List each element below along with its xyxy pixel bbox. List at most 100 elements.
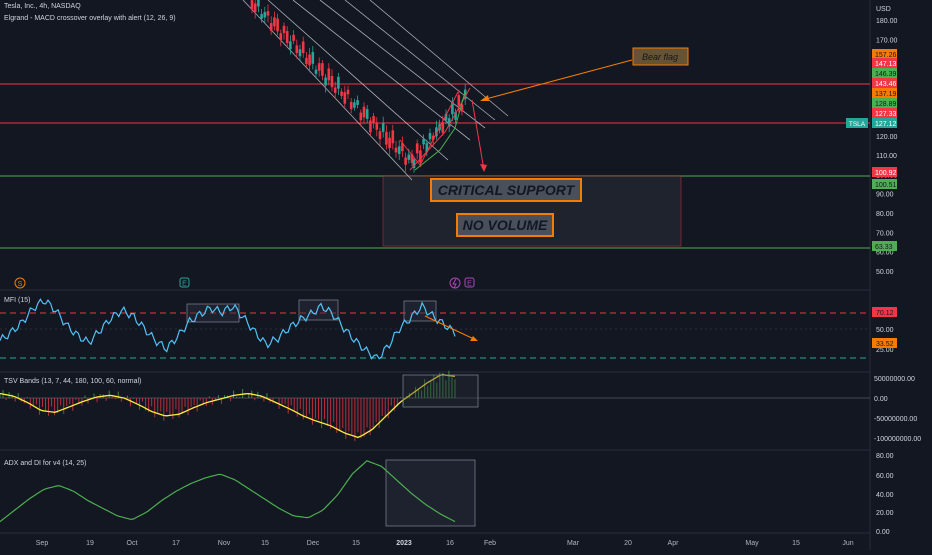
candle-body (301, 41, 305, 54)
svg-text:E: E (182, 281, 187, 288)
adx-axis-tick: 0.00 (876, 529, 890, 536)
tsv-highlight-box[interactable] (402, 374, 479, 408)
event-marker-earnings[interactable]: E (464, 277, 475, 288)
candle-body (378, 131, 382, 140)
candle-body (333, 87, 337, 93)
candle-body (266, 11, 270, 16)
mfi-title[interactable]: MFI (15) (4, 297, 30, 304)
price-badge (872, 98, 897, 108)
mfi-peak-box[interactable] (403, 300, 437, 322)
price-badge-label: 137.19 (875, 91, 897, 98)
mfi-divergence-arrow-head (470, 336, 478, 341)
candle-body (311, 52, 315, 64)
down-projection-arrow (471, 99, 485, 171)
event-marker-split[interactable] (449, 277, 461, 289)
candle-body (381, 123, 385, 132)
tsv-axis-tick: 50000000.00 (874, 376, 915, 383)
no-volume-label-box[interactable] (456, 213, 554, 237)
candle-body (435, 127, 438, 137)
candle-body (419, 150, 422, 163)
price-badge (872, 68, 897, 78)
indicator-title[interactable]: Elgrand - MACD crossover overlay with al… (4, 15, 176, 22)
time-axis-tick: 19 (86, 540, 94, 547)
adx-axis-tick: 40.00 (876, 492, 894, 499)
time-axis[interactable]: Sep 19 Oct 17 Nov 15 Dec 15 2023 16 Feb Mar 20 Apr May… (36, 540, 854, 547)
candle-body (349, 101, 353, 110)
price-axis-tick: 80.00 (876, 211, 894, 218)
adx-axis-tick: 20.00 (876, 510, 894, 517)
event-marker-earnings[interactable]: E (179, 277, 190, 288)
mfi-badge-label: 33.52 (876, 341, 894, 348)
candle-body (385, 131, 388, 145)
symbol-title[interactable]: Tesla, Inc., 4h, NASDAQ (4, 3, 81, 10)
svg-text:E: E (467, 281, 472, 288)
candle-body (425, 143, 429, 153)
price-axis-tick: 110.00 (876, 153, 897, 160)
price-axis-tick: 170.00 (876, 37, 898, 44)
time-axis-tick: 15 (352, 540, 360, 547)
adx-title[interactable]: ADX and DI for v4 (14, 25) (4, 460, 86, 467)
price-badge-label: 128.89 (875, 101, 897, 108)
candle-body (321, 63, 324, 76)
critical-support-label-box[interactable] (430, 178, 582, 202)
time-axis-tick: 20 (624, 540, 632, 547)
price-badge-label: 146.39 (875, 71, 897, 78)
price-badge (872, 49, 897, 59)
flag-green-line (414, 91, 466, 171)
candle-body (353, 102, 356, 108)
candle-body (410, 154, 414, 163)
candle-body (289, 41, 292, 49)
adx-line[interactable] (0, 460, 456, 523)
candle-body (343, 92, 347, 104)
price-badge (872, 108, 897, 118)
time-axis-tick: 15 (261, 540, 269, 547)
candle-body (253, 3, 257, 12)
time-axis-tick: Dec (307, 540, 320, 547)
candle-body (317, 63, 321, 71)
candle-body (276, 18, 279, 32)
candle-body (457, 95, 461, 106)
candle-body (365, 109, 369, 119)
mfi-badge-label: 70.12 (876, 310, 894, 317)
candle-body (346, 89, 350, 95)
svg-text:S: S (18, 281, 23, 288)
price-badge (872, 167, 897, 177)
price-axis-tick: 60.00 (876, 250, 894, 257)
adx-highlight-box[interactable] (385, 459, 476, 527)
price-badge-label: 143.46 (875, 81, 897, 88)
candle-body (404, 157, 407, 165)
mfi-line[interactable] (0, 298, 456, 360)
candle-body (451, 101, 454, 115)
mfi-peak-box[interactable] (298, 299, 339, 321)
time-axis-tick: Mar (567, 540, 580, 547)
event-marker-dividend[interactable]: S (14, 277, 26, 289)
price-badge-label: 147.13 (875, 61, 897, 68)
time-axis-tick: Feb (484, 540, 496, 547)
candle-body (285, 31, 289, 44)
tsv-axis-tick: -50000000.00 (874, 416, 917, 423)
bear-flag-arrow-head (480, 95, 489, 101)
candle-body (305, 57, 308, 64)
price-axis-tick: 70.00 (876, 230, 894, 237)
time-axis-tick: Oct (127, 540, 138, 547)
candle-body (369, 120, 372, 133)
tsv-title[interactable]: TSV Bands (13, 7, 44, 180, 100, 60, norm… (4, 378, 141, 385)
adx-axis-tick: 60.00 (876, 473, 894, 480)
price-axis-tick: 90.00 (876, 192, 894, 199)
candle-body (324, 77, 327, 86)
price-badge (872, 118, 897, 128)
candlestick-series (250, 0, 467, 173)
time-axis-tick: Jun (842, 540, 853, 547)
ticker-tag-box[interactable] (846, 118, 868, 128)
candle-body (431, 135, 435, 140)
bear-flag-label: Bear flag (642, 52, 678, 62)
candle-body (412, 159, 416, 169)
tsv-signal-line[interactable] (0, 374, 456, 439)
critical-support-label: CRITICAL SUPPORT (438, 182, 576, 198)
time-axis-tick: 2023 (396, 540, 412, 547)
price-badge (872, 179, 897, 189)
bear-flag-label-box[interactable] (632, 47, 689, 66)
price-badge-label: 157.26 (875, 52, 897, 59)
